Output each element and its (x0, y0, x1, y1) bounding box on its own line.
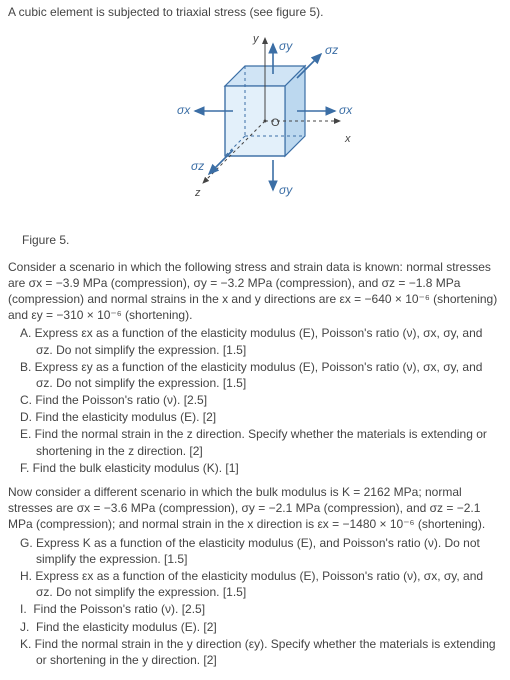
sigma-x-right: σx (339, 103, 353, 117)
item-h: H. Express εx as a function of the elast… (8, 568, 502, 600)
intro-text: A cubic element is subjected to triaxial… (8, 4, 502, 20)
sigma-x-left: σx (177, 103, 191, 117)
item-f-text: Find the bulk elasticity modulus (K). [1… (33, 461, 239, 475)
item-b: B. Express εy as a function of the elast… (8, 359, 502, 391)
item-i-text: Find the Poisson's ratio (ν). [2.5] (33, 602, 205, 616)
figure-caption: Figure 5. (22, 232, 502, 248)
item-e-text: Find the normal strain in the z directio… (35, 427, 487, 457)
item-e: E. Find the normal strain in the z direc… (8, 426, 502, 458)
sigma-y-top: σy (279, 39, 293, 53)
scenario2-intro: Now consider a different scenario in whi… (8, 484, 502, 533)
item-c-text: Find the Poisson's ratio (ν). [2.5] (35, 393, 207, 407)
item-a: A. Express εx as a function of the elast… (8, 325, 502, 357)
sigma-y-bottom: σy (279, 183, 293, 197)
item-k-text: Find the normal strain in the y directio… (35, 637, 496, 667)
item-c: C. Find the Poisson's ratio (ν). [2.5] (8, 392, 502, 408)
item-h-text: Express εx as a function of the elastici… (35, 569, 483, 599)
axis-z-label: z (194, 187, 201, 199)
figure-5: O x y z σy σy σx σx σz σz (8, 26, 502, 230)
item-f: F. Find the bulk elasticity modulus (K).… (8, 460, 502, 476)
axis-x-label: x (344, 133, 351, 145)
scenario1-list: A. Express εx as a function of the elast… (8, 325, 502, 476)
item-k: K. Find the normal strain in the y direc… (8, 636, 502, 668)
scenario2-list: G. Express K as a function of the elasti… (8, 535, 502, 669)
axis-y-label: y (252, 33, 260, 45)
origin-label: O (271, 117, 280, 129)
scenario1-intro: Consider a scenario in which the followi… (8, 259, 502, 324)
sigma-z-front: σz (191, 159, 204, 173)
item-d: D. Find the elasticity modulus (E). [2] (8, 409, 502, 425)
item-i: I. Find the Poisson's ratio (ν). [2.5] (8, 601, 502, 617)
item-g-text: Express K as a function of the elasticit… (36, 536, 480, 566)
item-b-text: Express εy as a function of the elastici… (35, 360, 483, 390)
item-g: G. Express K as a function of the elasti… (8, 535, 502, 567)
sigma-z-back: σz (325, 43, 338, 57)
item-a-text: Express εx as a function of the elastici… (35, 326, 483, 356)
item-d-text: Find the elasticity modulus (E). [2] (35, 410, 216, 424)
item-j: J. Find the elasticity modulus (E). [2] (8, 619, 502, 635)
item-j-text: Find the elasticity modulus (E). [2] (36, 620, 217, 634)
